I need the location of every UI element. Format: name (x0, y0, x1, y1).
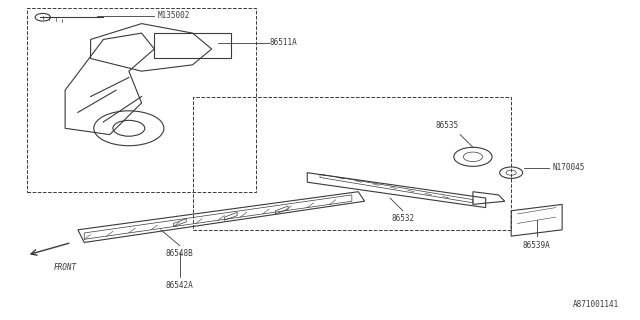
Text: 86548B: 86548B (166, 249, 194, 258)
Text: A871001141: A871001141 (573, 300, 620, 309)
Text: 86511A: 86511A (269, 38, 297, 47)
Text: 86532: 86532 (391, 214, 415, 223)
Text: 86539A: 86539A (523, 241, 550, 250)
Text: FRONT: FRONT (54, 263, 77, 272)
Text: 86542A: 86542A (166, 281, 194, 290)
Text: M135002: M135002 (157, 11, 190, 20)
Text: N170045: N170045 (552, 164, 585, 172)
Text: 86535: 86535 (436, 121, 459, 130)
